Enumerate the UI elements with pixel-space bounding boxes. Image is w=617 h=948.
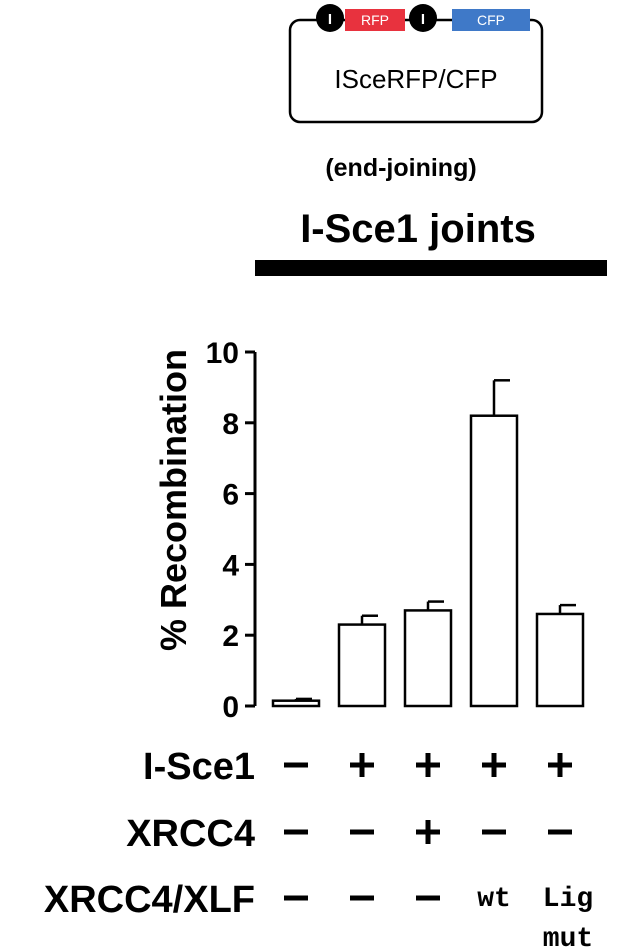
rfp-label: RFP — [361, 12, 389, 28]
isce-site-2 — [409, 4, 437, 32]
header-bar — [255, 260, 607, 276]
bar-5 — [535, 612, 585, 708]
bar-1 — [271, 699, 321, 708]
conditions-table: I-Sce1–++++XRCC4––+––XRCC4/XLF–––wtLigmu… — [44, 746, 593, 948]
bar-group-3 — [403, 600, 453, 708]
cell-text-1-1: – — [295, 774, 297, 776]
bar-group-4 — [469, 379, 519, 708]
cfp-segment — [452, 9, 530, 31]
y-tick-label-2: 4 — [222, 549, 239, 582]
cell-text-2-5: – — [559, 841, 561, 843]
y-tick-label-0: 0 — [222, 691, 239, 724]
bar-group-5 — [535, 603, 585, 708]
bar-group-1 — [271, 697, 321, 708]
y-tick-label-5: 10 — [206, 337, 239, 370]
chart-header: I-Sce1 joints — [300, 207, 536, 251]
cell-text-2-2: – — [361, 841, 363, 843]
condition-label-1: I-Sce1 — [143, 746, 255, 788]
condition-label-2: XRCC4 — [126, 813, 255, 855]
bar-2 — [337, 623, 387, 708]
isce-site-1-label: I — [328, 11, 332, 28]
y-axis-ticks: 0 2 4 6 8 10 — [206, 337, 255, 724]
isce-site-1 — [316, 4, 344, 32]
construct-name: ISceRFP/CFP — [334, 64, 497, 94]
y-tick-label-1: 2 — [222, 620, 239, 653]
cell-text-2-1: – — [295, 841, 297, 843]
bar-4 — [469, 414, 519, 708]
y-tick-label-3: 6 — [222, 479, 239, 512]
condition-label-3: XRCC4/XLF — [44, 879, 255, 921]
cell-text-3-1: – — [295, 907, 297, 909]
bar-group-2 — [337, 614, 387, 708]
rfp-segment — [345, 9, 405, 31]
y-axis-label: % Recombination — [153, 349, 194, 651]
cell-text-3-2: – — [361, 907, 363, 909]
cell-text-3-4: wt — [477, 884, 511, 915]
cell-text-3-5-2: mut — [543, 924, 593, 948]
cell-text-3-5-1: Lig — [543, 884, 593, 915]
cell-text-2-4: – — [493, 841, 495, 843]
bars — [271, 379, 585, 708]
isce-site-2-label: I — [421, 11, 425, 28]
mechanism-label: (end-joining) — [325, 154, 476, 182]
cell-text-3-3: – — [427, 907, 429, 909]
construct-diagram: I I RFP CFP ISceRFP/CFP — [288, 4, 544, 124]
cfp-label: CFP — [477, 12, 505, 28]
y-tick-label-4: 8 — [222, 408, 239, 441]
bar-3 — [403, 609, 453, 708]
